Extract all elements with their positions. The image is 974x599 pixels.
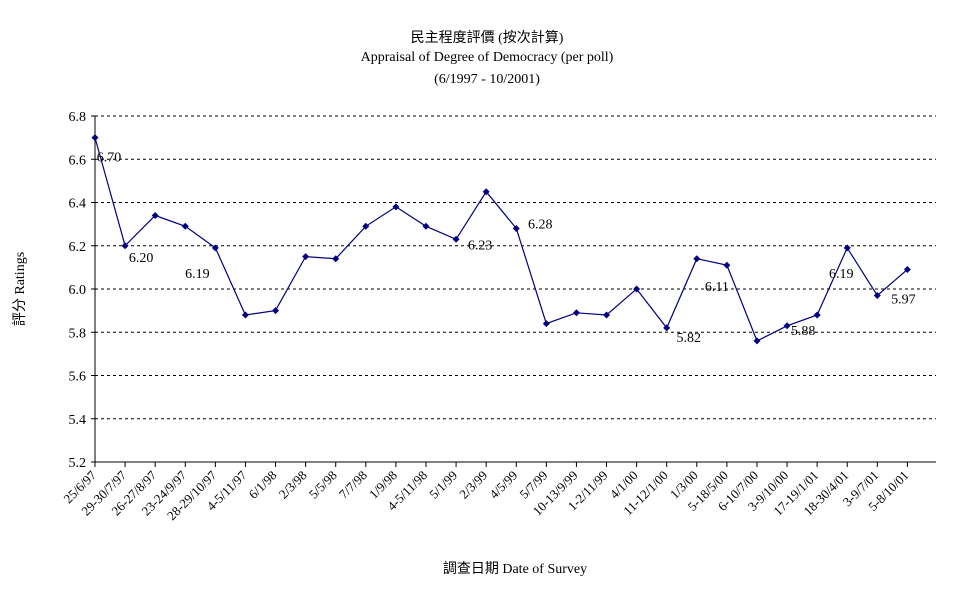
data-point [843,244,851,252]
x-tick-label: 2/3/98 [276,468,310,502]
y-tick-labels: 5.2 5.4 5.6 5.8 6.0 6.2 6.4 6.6 6.8 [69,110,87,471]
data-label: 5.82 [676,331,701,346]
data-point [272,307,280,315]
y-axis-label: 評分 Ratings [12,252,28,326]
data-point [91,134,99,142]
data-point [723,261,731,269]
y-tick-label: 6.4 [69,197,87,212]
data-point [542,320,550,328]
data-point [151,211,159,219]
data-point [903,266,911,274]
data-label: 6.20 [129,251,154,266]
data-point [121,242,129,250]
y-tick-label: 6.6 [69,153,87,168]
data-label: 6.19 [185,267,210,282]
data-point [332,255,340,263]
x-tick-labels: 25/6/9729-30/7/9726-27/8/9723-24/9/9728-… [60,462,912,523]
y-tick-label: 5.8 [69,326,87,341]
data-point [512,224,520,232]
data-point [362,222,370,230]
data-label: 6.11 [705,280,729,295]
data-point [392,203,400,211]
data-point [783,322,791,330]
data-point [813,311,821,319]
data-point [241,311,249,319]
chart-subtitle: Appraisal of Degree of Democracy (per po… [360,50,614,65]
data-labels: 6.70 6.20 6.19 6.23 6.28 5.82 6.11 5.88 6.19 5.97 [97,151,916,346]
data-point [603,311,611,319]
y-tick-label: 5.6 [69,370,87,385]
data-point [633,285,641,293]
series-line [94,137,908,342]
data-point [873,291,881,299]
data-point [302,253,310,261]
x-tick-label: 7/7/98 [336,468,370,502]
data-point [181,222,189,230]
data-point [693,255,701,263]
data-label: 5.88 [791,324,816,339]
x-tick-label: 2/3/99 [456,468,490,502]
data-point [482,188,490,196]
data-point [452,235,460,243]
y-tick-label: 6.8 [69,110,87,125]
data-label: 5.97 [891,292,916,307]
x-axis-label: 調查日期 Date of Survey [443,561,587,577]
y-tick-label: 5.4 [69,413,87,428]
data-label: 6.23 [468,238,493,253]
chart-period: (6/1997 - 10/2001) [434,72,540,87]
data-point [572,309,580,317]
x-tick-label: 6/1/98 [246,468,280,502]
data-point [422,222,430,230]
x-tick-label: 4/5/99 [486,468,520,502]
y-tick-label: 6.2 [69,240,87,255]
gridlines [91,115,936,463]
data-point [663,324,671,332]
data-point [753,337,761,345]
data-point [211,244,219,252]
y-tick-label: 6.0 [69,283,87,298]
data-label: 6.19 [829,267,854,282]
x-tick-label: 5/1/99 [426,468,460,502]
series-markers [91,134,911,345]
y-tick-label: 5.2 [69,456,87,471]
chart-title: 民主程度評價 (按次計算) [410,31,564,46]
axes [94,116,936,463]
x-tick-label: 5/5/98 [306,468,340,502]
data-label: 6.28 [528,217,553,232]
data-label: 6.70 [97,151,122,166]
